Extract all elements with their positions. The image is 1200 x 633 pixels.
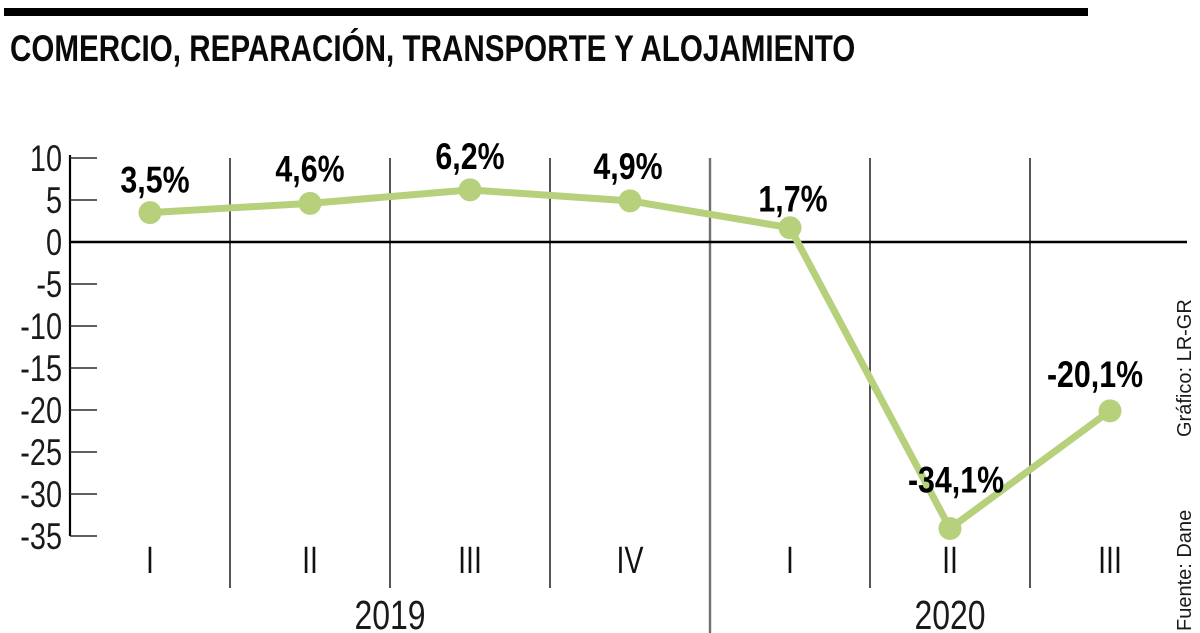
credit-source: Fuente: Dane: [1174, 510, 1196, 631]
y-tick-label: -30: [20, 475, 62, 516]
data-point-marker: [138, 201, 162, 225]
y-tick-label: -35: [20, 517, 62, 558]
data-point-marker: [778, 216, 802, 240]
page-title: COMERCIO, REPARACIÓN, TRANSPORTE Y ALOJA…: [10, 28, 856, 69]
quarter-label: IV: [617, 540, 644, 582]
data-value-label: 4,6%: [275, 149, 344, 191]
data-value-label: 3,5%: [120, 160, 189, 202]
y-tick-label: -5: [36, 265, 62, 306]
y-tick-label: -20: [20, 391, 62, 432]
quarter-label: III: [458, 540, 482, 582]
y-tick-label: -15: [20, 349, 62, 390]
data-value-label: 4,9%: [593, 146, 662, 188]
quarter-label: II: [942, 540, 958, 582]
data-value-label: 1,7%: [758, 179, 827, 221]
y-tick-label: -25: [20, 433, 62, 474]
quarter-label: I: [146, 540, 154, 582]
quarter-label: III: [1098, 540, 1122, 582]
top-accent-bar: [4, 8, 1088, 16]
quarter-label: I: [786, 540, 794, 582]
data-value-label: -34,1%: [908, 460, 1004, 502]
y-tick-label: 5: [46, 181, 62, 222]
data-value-label: 6,2%: [435, 136, 504, 178]
year-label: 2020: [914, 592, 985, 633]
year-label: 2019: [354, 592, 425, 633]
data-value-label: -20,1%: [1047, 354, 1143, 396]
data-point-marker: [458, 178, 482, 202]
data-point-marker: [618, 189, 642, 213]
data-point-marker: [1098, 399, 1122, 423]
y-tick-label: -10: [20, 307, 62, 348]
y-tick-label: 0: [46, 223, 62, 264]
credit-graphic: Gráfico: LR-GR: [1174, 299, 1196, 437]
quarter-label: II: [302, 540, 318, 582]
data-point-marker: [298, 191, 322, 215]
y-tick-label: 10: [30, 139, 62, 180]
data-point-marker: [938, 516, 962, 540]
